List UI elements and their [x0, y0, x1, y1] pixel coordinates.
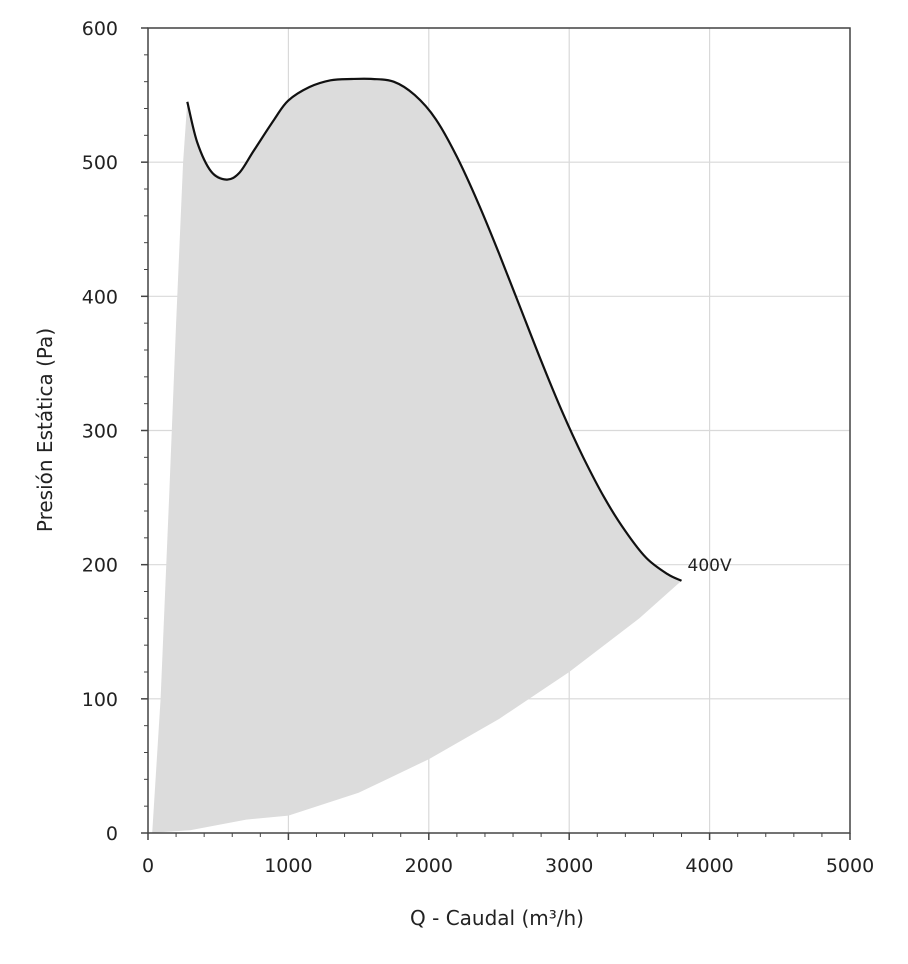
operating-area — [148, 79, 682, 833]
y-tick-label: 0 — [106, 823, 118, 845]
y-tick-label: 600 — [82, 18, 118, 40]
series-layer: 400V — [186, 77, 732, 582]
y-tick-label: 300 — [82, 421, 118, 443]
series-line-400v — [186, 77, 683, 582]
x-tick-label: 4000 — [685, 855, 733, 877]
operating-area-fill — [148, 79, 682, 833]
x-tick-label: 0 — [142, 855, 154, 877]
series-label-400v: 400V — [688, 556, 732, 576]
y-axis-title: Presión Estática (Pa) — [33, 328, 57, 532]
x-axis-title: Q - Caudal (m³/h) — [410, 906, 584, 930]
y-tick-label: 400 — [82, 286, 118, 308]
y-tick-label: 200 — [82, 555, 118, 577]
y-tick-label: 500 — [82, 152, 118, 174]
x-tick-label: 3000 — [545, 855, 593, 877]
y-tick-label: 100 — [82, 689, 118, 711]
x-tick-label: 5000 — [826, 855, 874, 877]
x-tick-label: 2000 — [405, 855, 453, 877]
x-tick-label: 1000 — [264, 855, 312, 877]
ticks: 0 1000 2000 3000 4000 5000 0 100 200 300 400 500 600 — [82, 18, 874, 877]
